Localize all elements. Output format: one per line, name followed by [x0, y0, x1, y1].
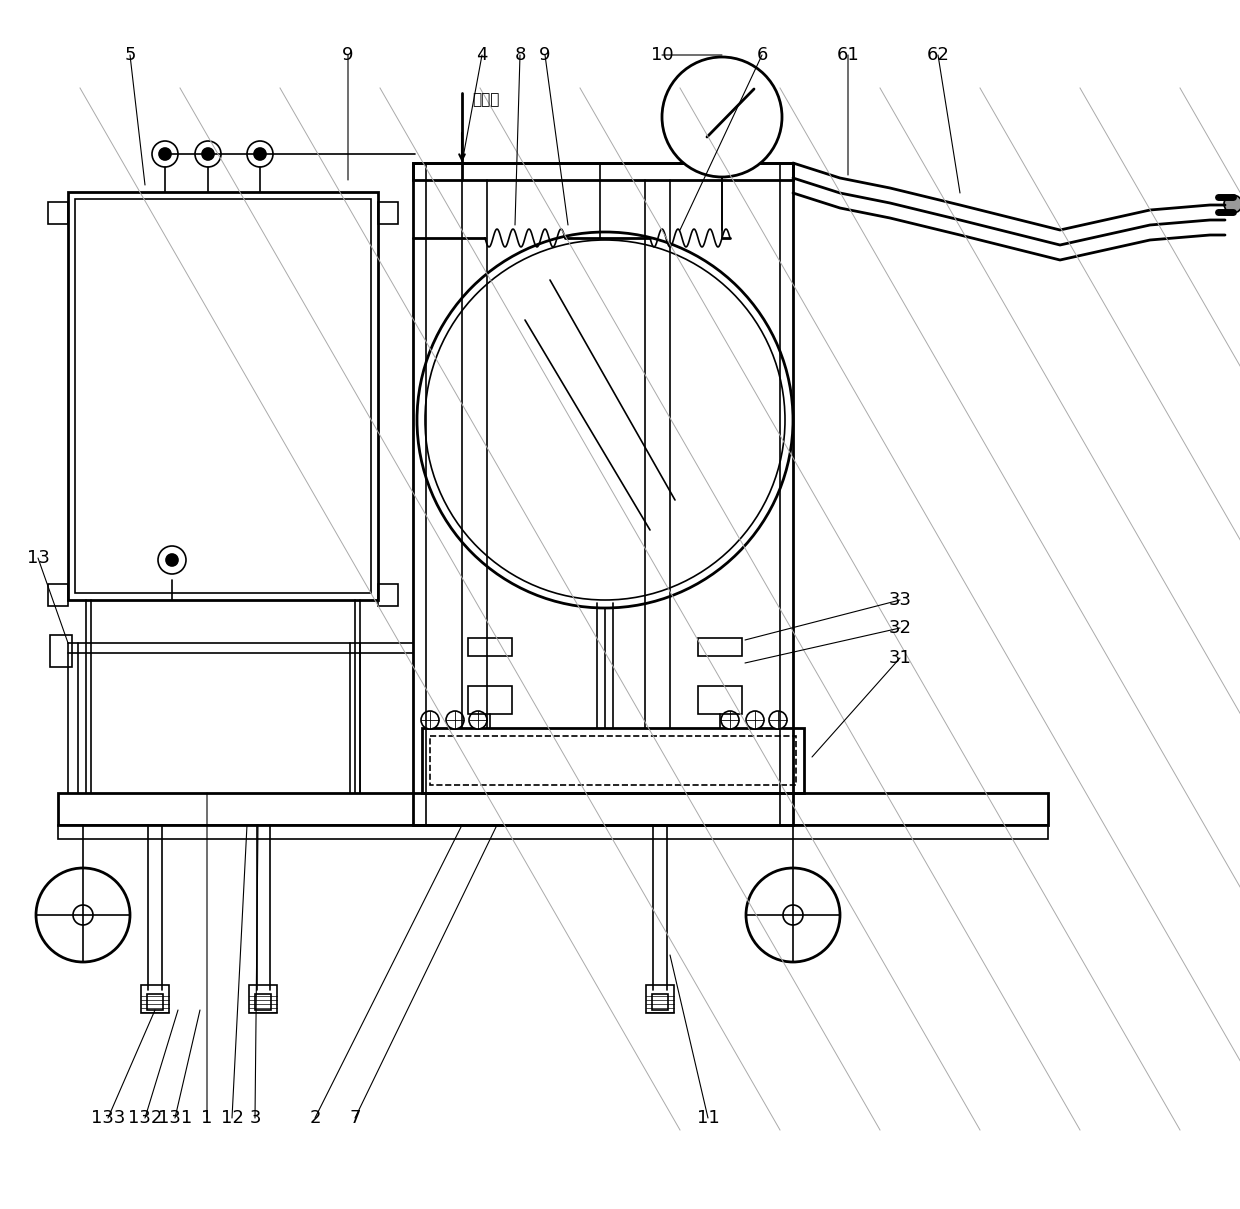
Circle shape [422, 711, 439, 729]
Text: 2: 2 [309, 1109, 321, 1127]
Bar [58, 793, 1048, 825]
Text: 5: 5 [124, 46, 135, 64]
Text: 131: 131 [157, 1109, 192, 1127]
Text: 31: 31 [889, 649, 911, 667]
Text: 11: 11 [697, 1109, 719, 1127]
Text: 6: 6 [756, 46, 768, 64]
Circle shape [202, 147, 215, 160]
Bar [698, 638, 742, 656]
Text: 4: 4 [476, 46, 487, 64]
Circle shape [720, 711, 739, 729]
Bar [413, 163, 794, 825]
Bar [148, 994, 162, 1010]
Text: 132: 132 [128, 1109, 162, 1127]
Circle shape [166, 554, 179, 566]
Bar [413, 163, 794, 180]
Text: 61: 61 [837, 46, 859, 64]
Bar [58, 825, 1048, 839]
Bar [646, 985, 675, 1013]
Text: 133: 133 [91, 1109, 125, 1127]
Circle shape [746, 868, 839, 962]
Text: 62: 62 [926, 46, 950, 64]
Bar [141, 985, 169, 1013]
Circle shape [254, 147, 267, 160]
Bar [48, 202, 68, 224]
Text: 10: 10 [651, 46, 673, 64]
Circle shape [662, 57, 782, 177]
Bar [698, 686, 742, 715]
Bar [249, 985, 277, 1013]
Text: 7: 7 [350, 1109, 361, 1127]
Circle shape [195, 141, 221, 167]
Circle shape [417, 232, 794, 608]
Circle shape [425, 241, 785, 600]
Circle shape [769, 711, 787, 729]
Circle shape [1224, 195, 1240, 213]
Circle shape [469, 711, 487, 729]
Bar [422, 728, 804, 793]
Text: 1: 1 [201, 1109, 213, 1127]
Circle shape [746, 711, 764, 729]
Text: 9: 9 [539, 46, 551, 64]
Circle shape [73, 906, 93, 925]
Circle shape [159, 147, 171, 160]
Bar [430, 736, 796, 785]
Text: 3: 3 [249, 1109, 260, 1127]
Circle shape [247, 141, 273, 167]
Text: 9: 9 [342, 46, 353, 64]
Bar [467, 638, 512, 656]
Bar [48, 584, 68, 606]
Bar [50, 635, 72, 667]
Circle shape [157, 546, 186, 574]
Bar [255, 994, 272, 1010]
Text: 32: 32 [889, 619, 911, 637]
Bar [74, 199, 371, 592]
Circle shape [446, 711, 464, 729]
Bar [467, 686, 512, 715]
Circle shape [782, 906, 804, 925]
Text: 8: 8 [515, 46, 526, 64]
Text: 推进剂: 推进剂 [472, 93, 500, 108]
Circle shape [153, 141, 179, 167]
Text: 13: 13 [26, 549, 50, 567]
Bar [68, 192, 378, 600]
Text: 33: 33 [889, 591, 911, 609]
Bar [378, 584, 398, 606]
Bar [378, 202, 398, 224]
Bar [652, 994, 668, 1010]
Text: 12: 12 [221, 1109, 243, 1127]
Circle shape [36, 868, 130, 962]
